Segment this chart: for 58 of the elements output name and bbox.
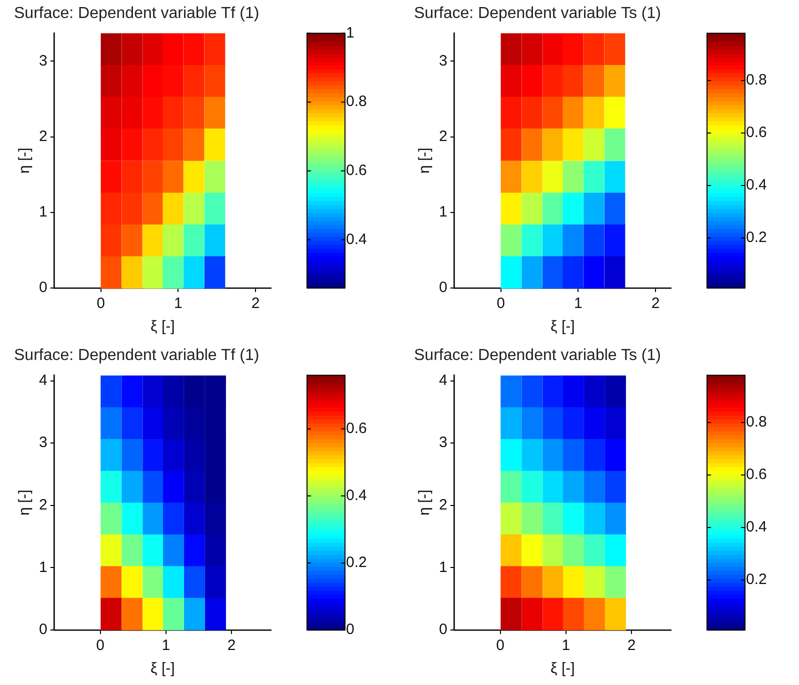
x-tick-label: 0 [96, 295, 105, 312]
color-bar-label: 0.2 [746, 571, 767, 588]
y-tick-label: 3 [39, 434, 48, 452]
x-axis-title: ξ [-] [150, 660, 175, 678]
x-axis-title: ξ [-] [150, 318, 175, 336]
color-bar-label: 0.4 [346, 230, 367, 248]
y-tick-label: 0 [439, 621, 448, 638]
y-axis-title: η [-] [16, 490, 34, 516]
x-tick-label: 1 [162, 637, 170, 654]
color-bar-label: 0.4 [346, 487, 367, 504]
color-bar-label: 0.4 [746, 518, 767, 536]
y-tick-label: 1 [439, 204, 448, 221]
color-bar-label: 0.8 [746, 414, 767, 431]
x-tick-label: 1 [174, 295, 182, 312]
y-tick-label: 0 [39, 279, 48, 296]
chart-title: Surface: Dependent variable Tf (1) [14, 347, 260, 364]
color-bar-label: 0.6 [346, 420, 367, 437]
x-tick-label: 2 [227, 637, 236, 654]
color-bar-label: 0.4 [746, 176, 767, 194]
y-axis-title: η [-] [416, 148, 434, 174]
y-tick-label: 3 [439, 434, 448, 452]
color-bar-label: 1 [346, 24, 354, 42]
x-tick-label: 2 [627, 637, 636, 654]
y-tick-label: 2 [439, 496, 448, 514]
chart-title: Surface: Dependent variable Ts (1) [414, 347, 661, 364]
y-tick-label: 0 [39, 621, 48, 638]
color-bar-label: 0.6 [346, 162, 367, 180]
y-tick-label: 1 [439, 558, 448, 576]
y-tick-label: 1 [39, 558, 48, 576]
y-axis-title: η [-] [16, 148, 34, 174]
y-tick-label: 2 [39, 128, 48, 145]
color-bar-label: 0.2 [346, 554, 367, 572]
x-tick-label: 0 [96, 637, 104, 654]
y-tick-label: 0 [439, 279, 448, 296]
chart-title: Surface: Dependent variable Ts (1) [414, 5, 661, 22]
y-axis-title: η [-] [416, 490, 434, 516]
x-tick-label: 2 [251, 295, 260, 312]
y-tick-label: 4 [39, 372, 48, 389]
x-tick-label: 1 [574, 295, 582, 312]
color-bar-label: 0.2 [746, 229, 767, 246]
y-tick-label: 1 [39, 204, 48, 221]
color-bar-label: 0.6 [746, 466, 767, 484]
y-tick-label: 2 [439, 128, 448, 145]
color-bar-label: 0.8 [346, 93, 367, 110]
x-tick-label: 2 [651, 295, 660, 312]
x-axis-title: ξ [-] [550, 660, 575, 678]
x-axis-title: ξ [-] [550, 318, 575, 336]
y-tick-label: 3 [439, 52, 448, 70]
x-tick-label: 1 [562, 637, 570, 654]
y-tick-label: 4 [439, 372, 448, 389]
x-tick-label: 0 [496, 295, 505, 312]
color-bar-label: 0 [346, 621, 354, 638]
color-bar-label: 0.6 [746, 124, 767, 142]
color-bar-label: 0.8 [746, 72, 767, 89]
x-tick-label: 0 [496, 637, 504, 654]
y-tick-label: 3 [39, 52, 48, 70]
y-tick-label: 2 [39, 496, 48, 514]
chart-title: Surface: Dependent variable Tf (1) [14, 5, 260, 22]
